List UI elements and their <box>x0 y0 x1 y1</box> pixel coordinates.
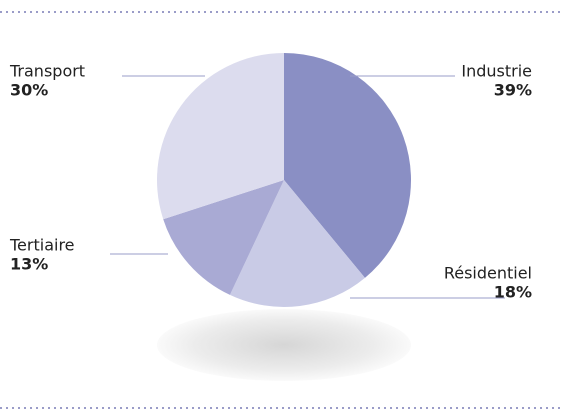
slice-value-label: 39% <box>494 81 532 100</box>
slice-label: Transport <box>9 62 85 81</box>
slice-value-label: 18% <box>494 283 532 302</box>
slice-label: Résidentiel <box>444 264 532 283</box>
pie-slice <box>163 180 284 295</box>
pie-slice <box>284 53 412 278</box>
slice-value-label: 30% <box>10 81 48 100</box>
slice-label: Industrie <box>461 62 532 81</box>
pie-slice <box>229 180 365 308</box>
slice-label: Tertiaire <box>9 236 75 255</box>
slice-value-label: 13% <box>10 255 48 274</box>
pie-shadow <box>157 309 411 381</box>
pie-slice <box>157 53 284 220</box>
